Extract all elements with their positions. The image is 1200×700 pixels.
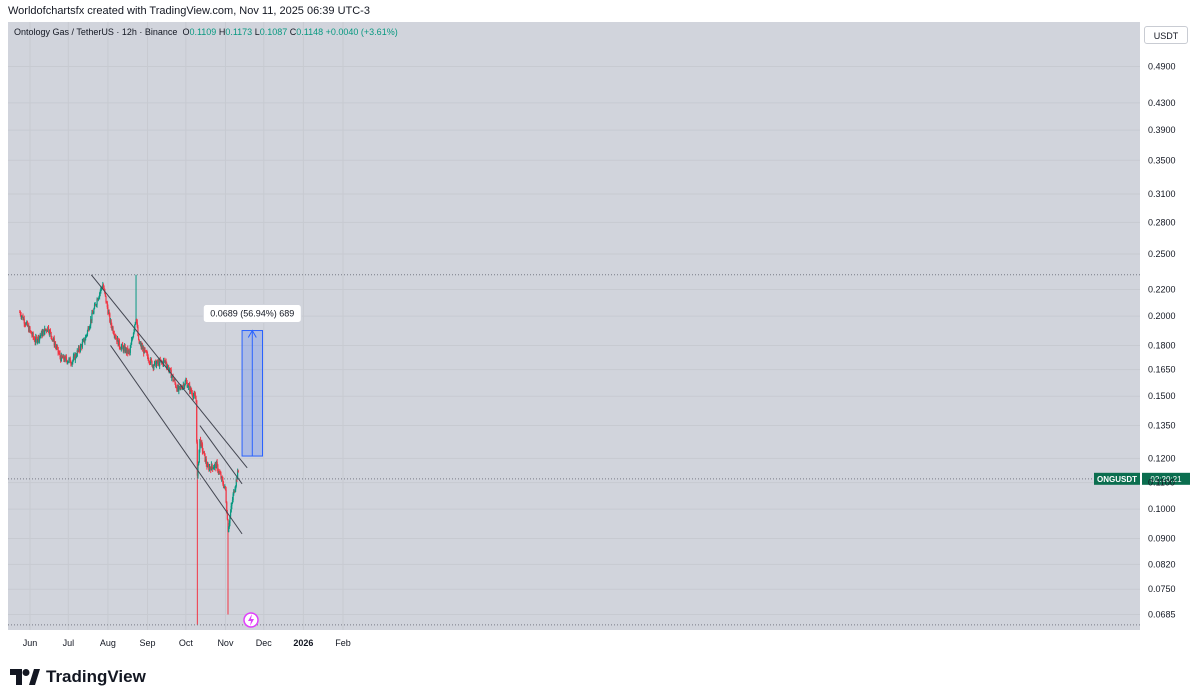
high-label: H xyxy=(218,27,226,37)
change-value: +0.0040 (+3.61%) xyxy=(325,27,398,37)
symbol-title: Ontology Gas / TetherUS · 12h · Binance xyxy=(14,27,178,37)
chart-area[interactable] xyxy=(8,22,1140,630)
time-axis[interactable] xyxy=(8,630,1140,655)
close-label: C xyxy=(289,27,297,37)
tradingview-brand-text: TradingView xyxy=(46,667,146,686)
open-value: 0.1109 xyxy=(189,27,217,37)
ohlc-legend: Ontology Gas / TetherUS · 12h · Binance … xyxy=(14,27,398,37)
currency-button[interactable]: USDT xyxy=(1144,26,1188,44)
high-value: 0.1173 xyxy=(225,27,253,37)
low-value: 0.1087 xyxy=(259,27,288,37)
close-value: 0.1148 xyxy=(296,27,324,37)
low-label: L xyxy=(254,27,260,37)
tradingview-logo-icon xyxy=(10,669,40,685)
price-axis[interactable] xyxy=(1140,22,1192,630)
attribution-text: Worldofchartsfx created with TradingView… xyxy=(8,5,370,17)
open-label: O xyxy=(182,27,190,37)
tradingview-logo[interactable]: TradingView xyxy=(10,666,146,688)
